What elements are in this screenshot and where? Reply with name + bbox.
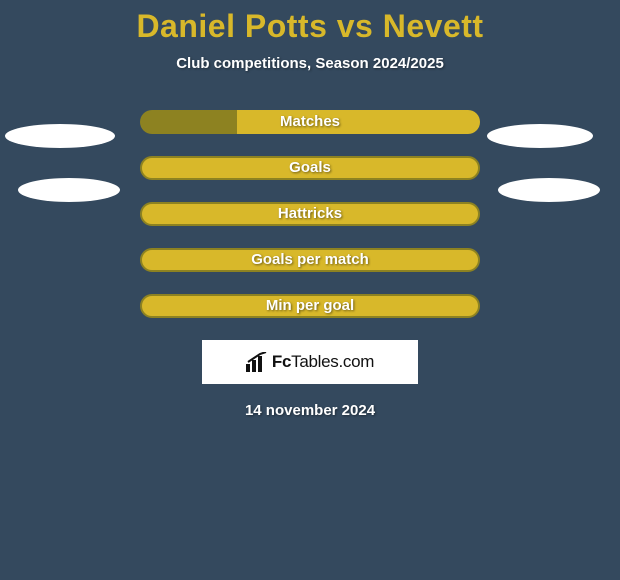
avatar-ellipse [5,124,115,148]
stat-bar [140,248,480,272]
stat-bar [140,202,480,226]
avatar-ellipse [487,124,593,148]
avatar-ellipse [498,178,600,202]
fctables-logo: FcTables.com [202,340,418,384]
stat-row: Min per goal [140,294,480,318]
logo-part-a: Fc [272,352,291,371]
avatar-ellipse [18,178,120,202]
logo-part-c: .com [338,352,374,371]
chart-icon [246,352,268,372]
page-title: Daniel Potts vs Nevett [0,0,620,45]
stat-row: 00Hattricks [140,202,480,226]
logo-text: FcTables.com [272,352,374,372]
stats-rows: 25Matches 00Goals 00Hattricks Goals per mat… [140,110,480,318]
stat-row: Goals per match [140,248,480,272]
stat-bar [140,110,480,134]
logo-part-b: Tables [291,352,338,371]
subtitle: Club competitions, Season 2024/2025 [0,55,620,72]
stat-bar-left [140,110,237,134]
date-line: 14 november 2024 [0,402,620,419]
stat-row: 00Goals [140,156,480,180]
stat-bar [140,156,480,180]
stat-bar [140,294,480,318]
stat-bar-right [237,110,480,134]
stat-row: 25Matches [140,110,480,134]
